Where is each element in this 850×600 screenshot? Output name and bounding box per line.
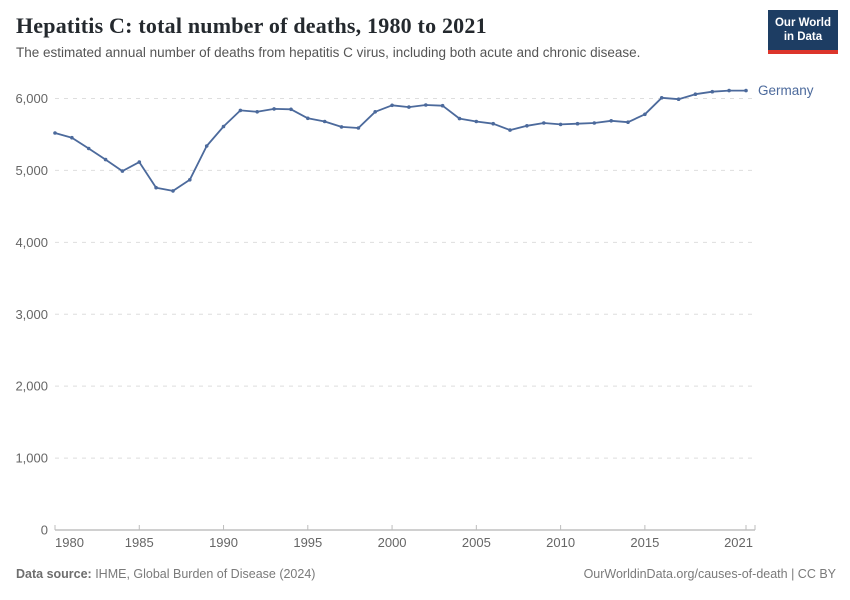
owid-logo[interactable]: Our World in Data [767, 10, 838, 54]
chart-footer: Data source: IHME, Global Burden of Dise… [16, 567, 836, 581]
data-point[interactable] [626, 120, 630, 124]
x-tick-label: 1985 [125, 535, 154, 550]
series-line[interactable] [54, 89, 747, 192]
y-tick-label: 4,000 [15, 235, 48, 250]
y-tick-label: 6,000 [15, 91, 48, 106]
data-point[interactable] [440, 103, 445, 108]
data-point[interactable] [609, 119, 613, 123]
data-point[interactable] [693, 92, 698, 96]
data-point[interactable] [390, 103, 394, 108]
data-point[interactable] [289, 107, 293, 112]
data-point[interactable] [424, 103, 428, 107]
chart-subtitle: The estimated annual number of deaths fr… [16, 45, 641, 60]
data-point[interactable] [339, 125, 344, 129]
data-point[interactable] [525, 124, 529, 128]
data-point[interactable] [575, 121, 580, 126]
y-tick-label: 1,000 [15, 451, 48, 466]
data-point[interactable] [53, 131, 57, 135]
data-point[interactable] [373, 110, 378, 114]
data-point[interactable] [727, 88, 731, 93]
data-point[interactable] [238, 108, 243, 113]
data-point[interactable] [457, 116, 462, 121]
data-point[interactable] [255, 110, 259, 114]
data-point[interactable] [322, 119, 327, 124]
data-point[interactable] [171, 189, 175, 193]
page-title: Hepatitis C: total number of deaths, 198… [16, 13, 487, 38]
data-point[interactable] [188, 178, 192, 182]
y-tick-label: 5,000 [15, 163, 48, 178]
x-tick-label: 2010 [546, 535, 575, 550]
data-point[interactable] [137, 160, 142, 164]
data-point[interactable] [676, 97, 681, 101]
x-tick-label: 1980 [55, 535, 84, 550]
data-source-label: Data source: [16, 567, 92, 581]
x-tick-label: 2015 [630, 535, 659, 550]
x-tick-label: 2021 [724, 535, 753, 550]
credit-link[interactable]: OurWorldinData.org/causes-of-death | CC … [583, 567, 836, 581]
y-tick-label: 3,000 [15, 307, 48, 322]
data-point[interactable] [221, 124, 226, 129]
data-point[interactable] [643, 112, 647, 117]
x-tick-label: 1990 [209, 535, 238, 550]
data-point[interactable] [710, 89, 715, 94]
data-point[interactable] [356, 126, 361, 130]
data-point[interactable] [659, 96, 664, 100]
x-tick-label: 2000 [378, 535, 407, 550]
data-source: Data source: IHME, Global Burden of Dise… [16, 567, 315, 581]
data-point[interactable] [542, 121, 546, 125]
data-point[interactable] [744, 88, 748, 93]
data-point[interactable] [491, 121, 496, 126]
data-point[interactable] [558, 122, 563, 127]
owid-logo-line1: Our World [774, 17, 831, 29]
data-point[interactable] [508, 128, 512, 132]
data-point[interactable] [103, 157, 108, 162]
data-point[interactable] [407, 105, 411, 109]
y-tick-label: 2,000 [15, 379, 48, 394]
line-chart[interactable]: 0 1,000 2,000 3,000 4,000 5,000 6,000 1980 1985 1… [0, 80, 850, 555]
data-point[interactable] [272, 107, 276, 111]
data-point[interactable] [204, 144, 209, 148]
data-point[interactable] [70, 135, 74, 140]
owid-logo-line2: in Data [783, 31, 823, 44]
data-point[interactable] [306, 116, 310, 121]
data-point[interactable] [86, 146, 91, 151]
x-tick-label: 2005 [462, 535, 491, 550]
data-point[interactable] [592, 121, 597, 125]
data-point[interactable] [120, 169, 125, 173]
data-point[interactable] [154, 185, 158, 190]
data-point[interactable] [474, 119, 479, 124]
x-tick-label: 1995 [293, 535, 322, 550]
y-tick-label: 0 [41, 523, 48, 538]
data-source-text: IHME, Global Burden of Disease (2024) [91, 567, 316, 581]
series-label[interactable]: Germany [758, 83, 814, 98]
